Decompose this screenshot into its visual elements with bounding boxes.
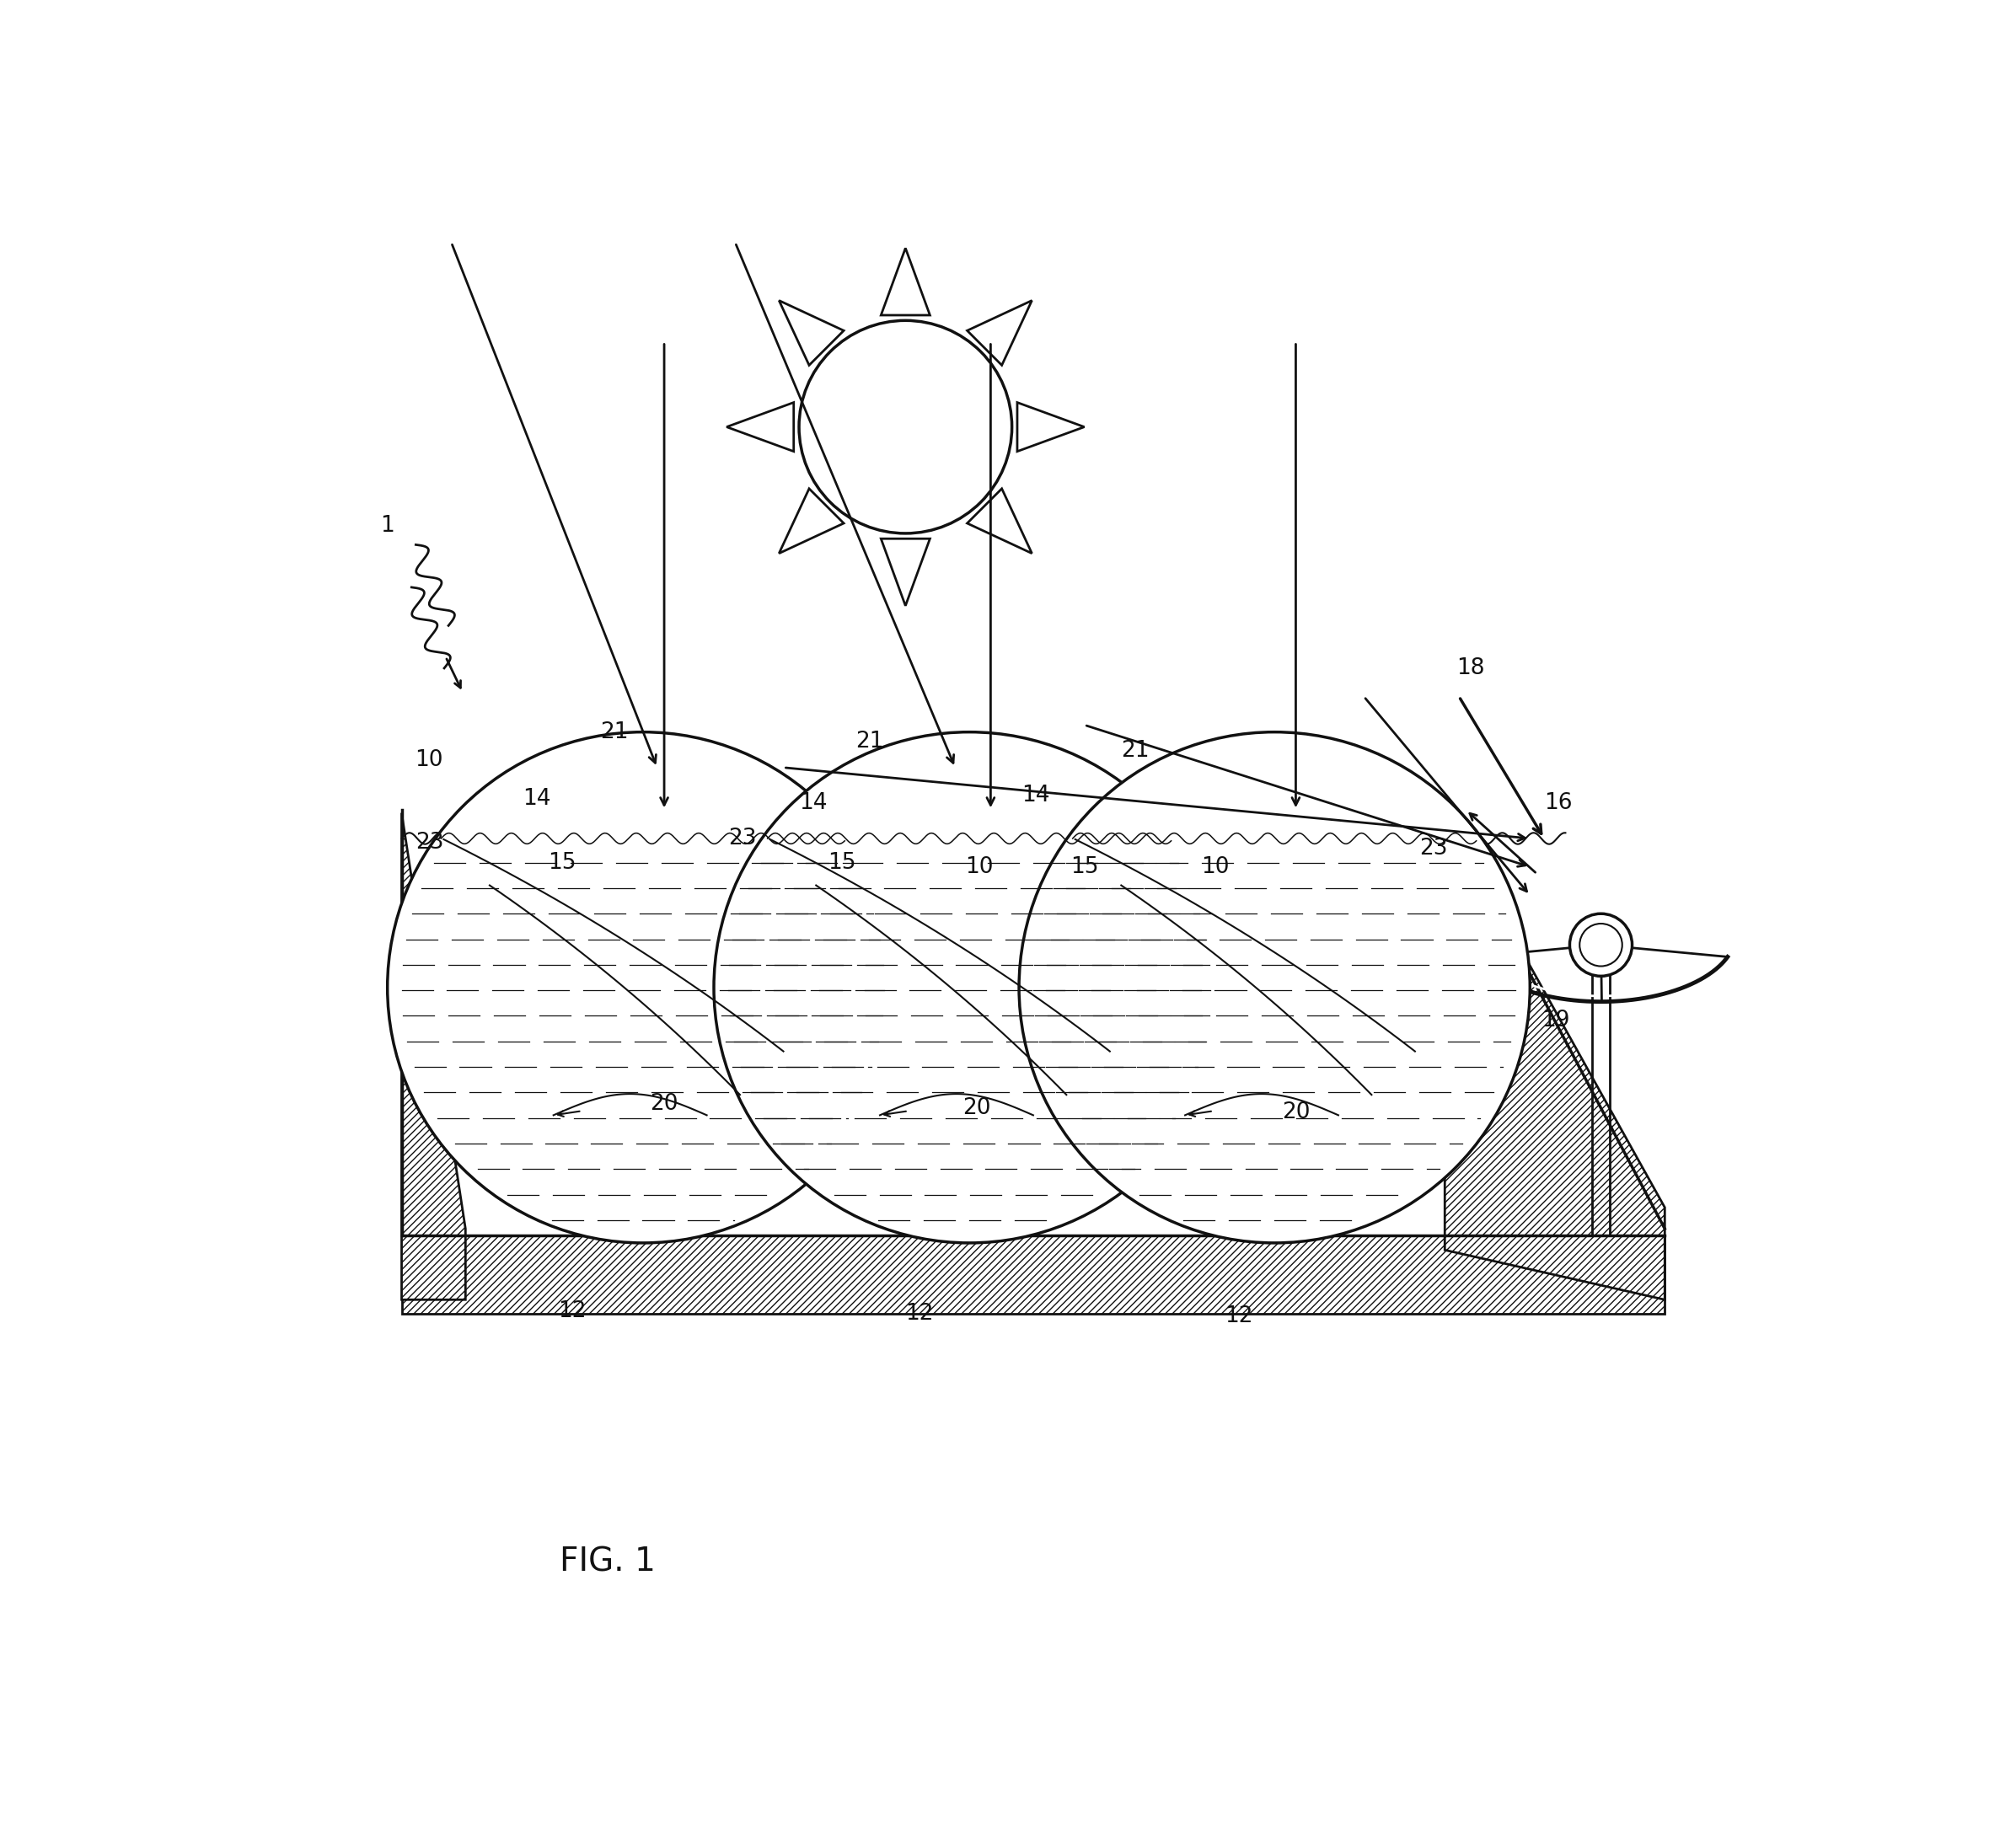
Circle shape xyxy=(387,732,899,1242)
Text: 14: 14 xyxy=(798,792,827,815)
Text: 21: 21 xyxy=(857,732,885,754)
Text: 10: 10 xyxy=(415,750,444,772)
Text: 20: 20 xyxy=(962,1097,990,1119)
Text: 10: 10 xyxy=(1202,855,1230,877)
Text: 20: 20 xyxy=(1282,1102,1310,1124)
Text: 14: 14 xyxy=(522,787,550,809)
Text: 12: 12 xyxy=(905,1303,933,1325)
Text: 15: 15 xyxy=(548,851,577,874)
Circle shape xyxy=(1570,914,1633,977)
Text: 16: 16 xyxy=(1544,792,1572,815)
Text: 12: 12 xyxy=(1226,1305,1254,1327)
Text: 10: 10 xyxy=(966,855,994,877)
Text: 19: 19 xyxy=(1542,1010,1570,1030)
Text: 23: 23 xyxy=(1419,837,1447,859)
Polygon shape xyxy=(401,813,466,1299)
Text: FIG. 1: FIG. 1 xyxy=(558,1546,655,1578)
Text: 1: 1 xyxy=(381,516,395,536)
Text: 23: 23 xyxy=(415,831,444,853)
Circle shape xyxy=(714,732,1226,1242)
Bar xyxy=(401,1237,1665,1314)
Text: 15: 15 xyxy=(827,851,855,874)
Text: 20: 20 xyxy=(649,1093,677,1115)
Text: 21: 21 xyxy=(601,721,629,743)
Text: 14: 14 xyxy=(1022,785,1050,807)
Text: 15: 15 xyxy=(1070,855,1099,877)
Polygon shape xyxy=(1445,813,1665,1299)
Text: 12: 12 xyxy=(558,1299,587,1321)
Text: 23: 23 xyxy=(728,828,756,850)
Circle shape xyxy=(1018,732,1530,1242)
Text: 18: 18 xyxy=(1456,658,1484,678)
Text: 21: 21 xyxy=(1121,739,1149,761)
